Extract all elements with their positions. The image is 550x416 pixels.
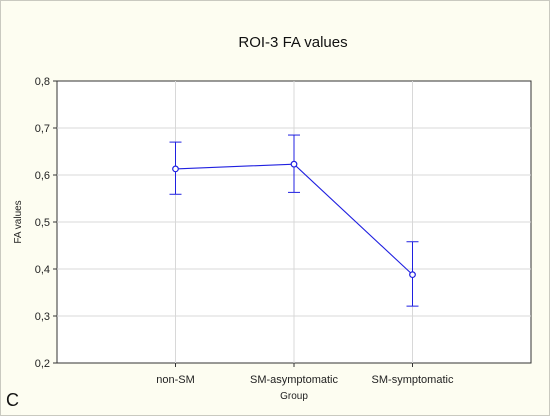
x-tick-label: SM-asymptomatic [250,374,339,386]
x-tick-label: SM-symptomatic [372,374,454,386]
panel-label: C [6,390,19,410]
x-axis-title: Group [280,391,308,402]
x-axis-ticks: non-SM SM-asymptomatic SM-symptomatic [156,363,454,386]
data-point [172,165,179,173]
y-tick-label: 0,7 [35,123,50,135]
y-tick-label: 0,5 [35,217,50,229]
x-tick-label: non-SM [156,374,195,386]
y-tick-label: 0,6 [35,170,50,182]
data-point [290,160,298,168]
y-axis-title: FA values [13,200,24,243]
series-group [169,134,419,307]
grid-lines [57,81,531,363]
y-tick-label: 0,3 [35,311,50,323]
data-point [409,271,416,279]
chart-title: ROI-3 FA values [238,34,347,51]
y-tick-label: 0,2 [35,358,50,370]
y-axis-ticks: 0,2 0,3 0,4 0,5 0,6 0,7 0,8 [35,76,57,370]
y-tick-label: 0,4 [35,264,50,276]
y-tick-label: 0,8 [35,76,50,88]
